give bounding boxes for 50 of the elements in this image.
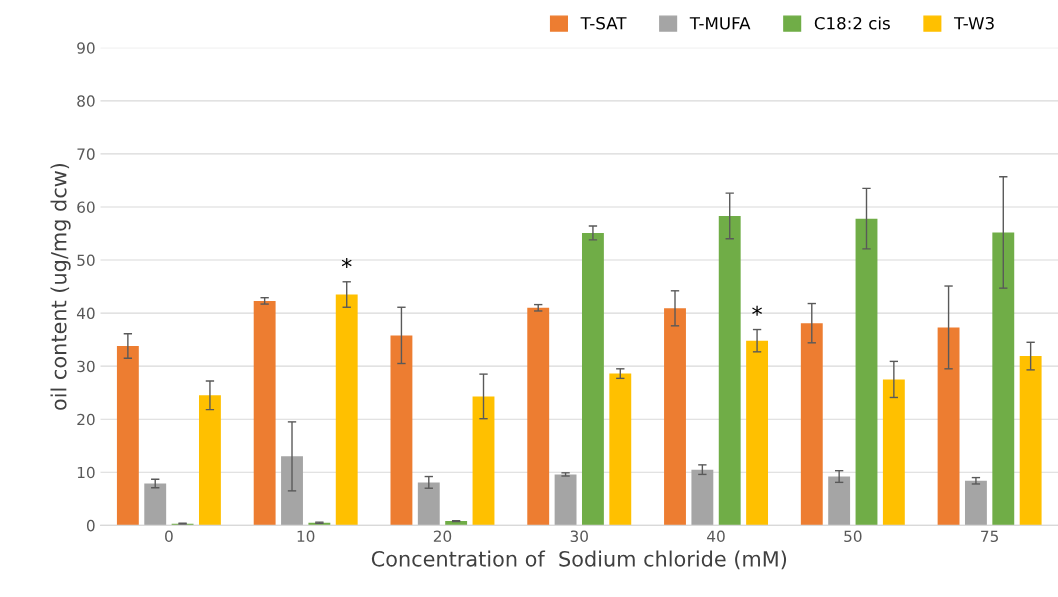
bar: [581, 232, 604, 526]
y-tick-label: 40: [76, 307, 95, 320]
bar: [718, 215, 741, 526]
y-tick-label: 0: [86, 519, 95, 532]
legend-label: T-SAT: [580, 16, 627, 30]
x-tick-label: 10: [297, 530, 315, 543]
y-tick-label: 90: [77, 42, 95, 54]
bar: [198, 395, 221, 526]
bar: [992, 232, 1015, 526]
bar: [800, 323, 823, 526]
bar: [855, 218, 878, 526]
y-tick-label: 50: [77, 254, 95, 267]
x-tick-label: 40: [707, 530, 725, 543]
bar: [746, 340, 769, 526]
bar: [253, 300, 276, 526]
bar: [609, 373, 632, 526]
bar: [144, 483, 167, 526]
data-label: *: [752, 305, 762, 316]
y-tick-label: 60: [77, 201, 95, 213]
y-tick-label: 80: [77, 95, 95, 107]
x-tick-label: 75: [981, 530, 998, 543]
bar: [390, 335, 413, 526]
x-axis-title: Concentration of Sodium chloride (mM): [371, 550, 787, 570]
bar: [882, 379, 905, 526]
bar: [937, 327, 960, 526]
bar: [828, 476, 851, 526]
legend-label: C18:2 cis: [814, 16, 890, 30]
legend-label: T-MUFA: [689, 17, 751, 30]
y-axis-title: oil content (ug/mg dcw): [50, 163, 71, 410]
bar: [281, 456, 303, 526]
y-tick-label: 70: [77, 148, 95, 160]
x-tick-label: 0: [165, 530, 173, 543]
bar: [527, 307, 550, 526]
bar: [116, 345, 139, 526]
x-tick-label: 50: [844, 530, 862, 543]
data-label: *: [341, 257, 352, 269]
bar: [1019, 356, 1042, 526]
x-tick-label: 20: [433, 530, 452, 543]
legend-label: T-W3: [953, 16, 994, 30]
bar: [417, 482, 440, 526]
bar: [335, 294, 358, 526]
bar: [664, 308, 686, 526]
bar: [472, 396, 495, 526]
bar: [554, 474, 577, 526]
y-tick-label: 30: [77, 360, 95, 373]
y-tick-label: 10: [77, 466, 95, 479]
x-tick-label: 30: [570, 530, 588, 543]
bar: [691, 469, 714, 526]
bar: [964, 480, 987, 526]
y-tick-label: 20: [77, 413, 95, 426]
